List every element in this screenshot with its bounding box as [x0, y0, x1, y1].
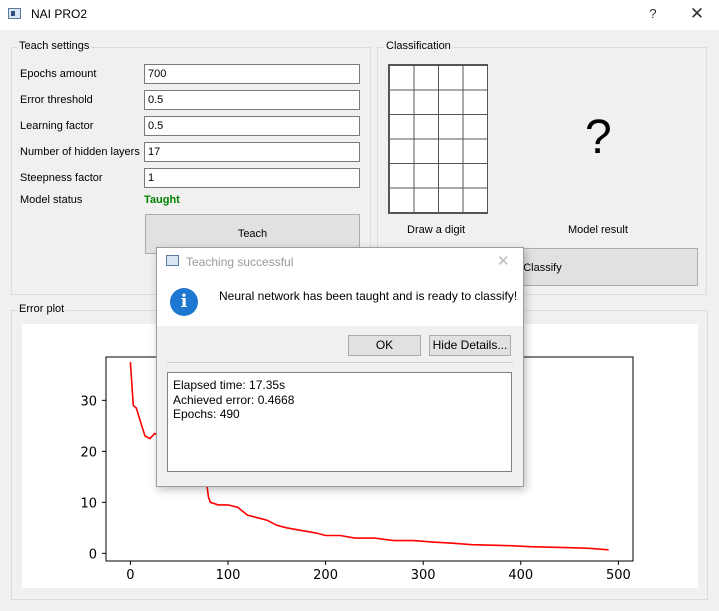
learning-factor-input[interactable]: 0.5 — [144, 116, 360, 136]
model-status-value: Taught — [144, 194, 180, 206]
digit-drawing-grid[interactable] — [388, 64, 488, 214]
y-tick-label: 0 — [89, 547, 97, 562]
dialog-message-area — [157, 274, 523, 326]
classify-button-label: Classify — [523, 262, 562, 274]
hide-details-button[interactable]: Hide Details... — [429, 335, 511, 356]
classification-group — [377, 47, 707, 295]
details-line: Achieved error: 0.4668 — [173, 392, 295, 407]
hide-details-button-label: Hide Details... — [432, 338, 508, 352]
dialog-message: Neural network has been taught and is re… — [219, 289, 518, 303]
x-tick-label: 200 — [313, 568, 338, 583]
dialog-app-icon — [166, 255, 179, 266]
learning-factor-label: Learning factor — [20, 120, 94, 132]
dialog-separator — [167, 362, 513, 363]
model-result-label: Model result — [568, 224, 628, 236]
app-icon — [8, 8, 21, 19]
epochs-input[interactable]: 700 — [144, 64, 360, 84]
model-result-symbol: ? — [585, 111, 612, 164]
x-tick-label: 400 — [508, 568, 533, 583]
teach-settings-title: Teach settings — [17, 40, 92, 52]
model-status-label: Model status — [20, 194, 83, 206]
ok-button-label: OK — [375, 338, 394, 352]
help-button[interactable]: ? — [649, 6, 657, 21]
hidden-layers-label: Number of hidden layers — [20, 146, 140, 158]
window-titlebar — [0, 0, 719, 30]
teach-button-label: Teach — [237, 228, 268, 240]
window-close-button[interactable]: ✕ — [689, 4, 705, 23]
steepness-factor-label: Steepness factor — [20, 172, 103, 184]
dialog-titlebar — [157, 248, 523, 274]
classification-title: Classification — [384, 40, 453, 52]
epochs-label: Epochs amount — [20, 68, 97, 80]
details-line: Epochs: 490 — [173, 407, 240, 421]
info-icon: i — [170, 288, 198, 316]
y-tick-label: 10 — [80, 496, 97, 511]
dialog-title: Teaching successful — [186, 255, 294, 269]
error-plot-title: Error plot — [17, 303, 67, 315]
x-tick-label: 300 — [411, 568, 436, 583]
draw-digit-label: Draw a digit — [407, 224, 466, 236]
y-tick-label: 30 — [80, 394, 97, 409]
error-threshold-label: Error threshold — [20, 94, 93, 106]
x-tick-label: 100 — [216, 568, 241, 583]
x-tick-label: 500 — [606, 568, 631, 583]
x-tick-label: 0 — [126, 568, 134, 583]
error-threshold-input[interactable]: 0.5 — [144, 90, 360, 110]
window-title: NAI PRO2 — [31, 7, 88, 21]
ok-button[interactable]: OK — [348, 335, 421, 356]
steepness-factor-input[interactable]: 1 — [144, 168, 360, 188]
details-line: Elapsed time: 17.35s — [173, 378, 286, 392]
teaching-successful-dialog: Teaching successful ✕ i Neural network h… — [156, 247, 524, 487]
dialog-close-button[interactable]: ✕ — [497, 253, 510, 270]
y-tick-label: 20 — [80, 445, 97, 460]
details-text-area[interactable]: Elapsed time: 17.35s Achieved error: 0.4… — [167, 372, 512, 472]
hidden-layers-input[interactable]: 17 — [144, 142, 360, 162]
